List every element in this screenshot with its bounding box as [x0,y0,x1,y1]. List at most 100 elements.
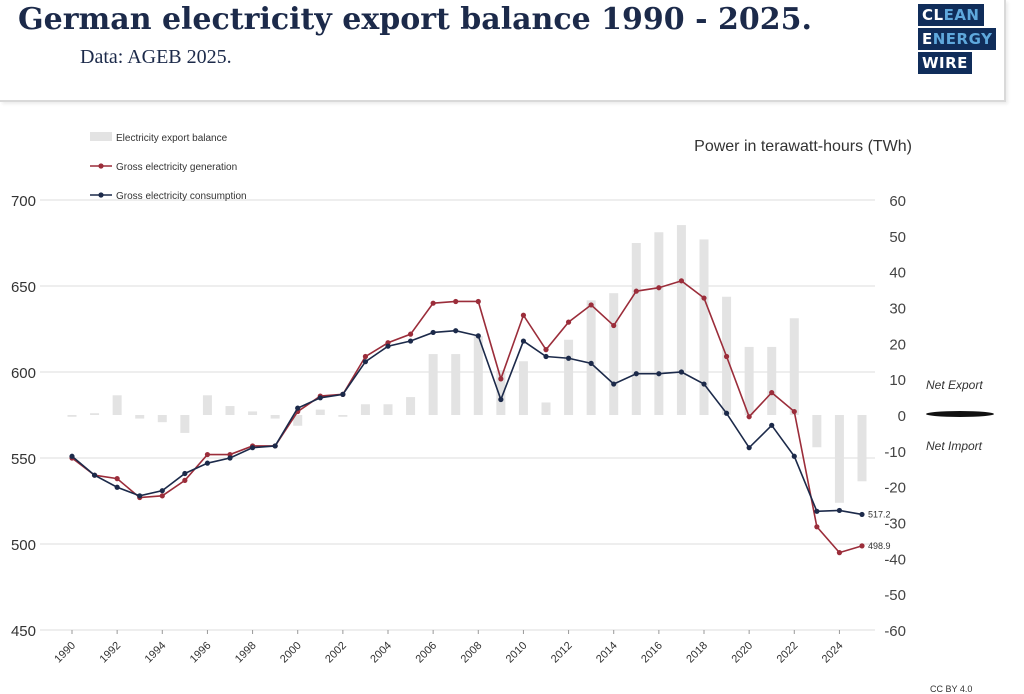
legend-swatch-export-balance [90,132,112,141]
consumption-point [340,391,346,397]
consumption-point [678,369,685,375]
export-balance-bar [338,415,348,417]
consumption-point [453,328,459,334]
generation-point [836,550,843,556]
right-axis-tick-label: 10 [889,372,906,389]
consumption-point [498,396,504,403]
left-axis-tick-label: 500 [11,537,36,554]
export-balance-bar [360,404,370,415]
export-balance-bar [112,395,122,415]
x-axis-tick-label: 2018 [684,640,710,666]
consumption-point [814,508,820,514]
left-axis-tick-label: 650 [11,279,36,296]
x-axis-tick-label: 2012 [549,640,575,666]
x-axis-tick-label: 1990 [52,640,78,666]
export-balance-bar [451,354,461,415]
consumption-point [430,329,436,336]
export-balance-bar [270,415,280,419]
legend-label-consumption: Gross electricity consumption [116,191,247,202]
export-balance-bar [67,415,77,417]
consumption-point [746,445,752,451]
x-axis-tick-label: 2008 [459,640,485,666]
right-axis-tick-label: 40 [889,265,906,282]
x-axis-tick-label: 2000 [278,640,304,666]
generation-point [475,298,481,305]
clean-energy-wire-logo: CLEAN ENERGY WIRE [918,4,997,76]
export-balance-bar [564,339,574,415]
logo-line-wire: WIRE [918,52,972,74]
consumption-point [114,484,120,490]
export-balance-bar [676,225,686,415]
generation-point [859,543,865,549]
export-balance-bar [767,346,777,415]
consumption-point [362,359,369,365]
export-balance-bar [383,404,393,415]
generation-line [71,279,863,554]
x-axis-tick-label: 2024 [820,640,846,666]
export-balance-bar [609,293,619,415]
consumption-point [520,338,527,344]
generation-point [746,414,752,420]
export-balance-bar [654,232,664,415]
unit-label: Power in terawatt-hours (TWh) [694,138,912,155]
x-axis-tick-label: 1992 [97,640,123,666]
export-balance-bar [586,300,596,415]
net-import-label: Net Import [926,439,983,453]
x-axis-tick-label: 2022 [775,640,801,666]
export-balance-bar [157,415,167,423]
right-axis-tick-label: 0 [898,408,906,425]
left-axis-tick-label: 550 [11,451,36,468]
consumption-point [588,360,594,366]
generation-point [182,477,188,483]
logo-line-energy: ENERGY [918,28,997,50]
x-axis-tick-label: 1996 [188,640,214,666]
consumption-point [859,511,865,518]
export-balance-bar [180,415,190,433]
export-balance-bar [293,415,303,426]
generation-point [769,390,775,396]
generation-point [430,300,436,306]
right-axis-tick-label: -20 [884,480,906,497]
consumption-point [159,488,165,494]
export-balance-bar [473,336,483,415]
generation-end-label: 498.9 [868,541,891,551]
consumption-point [407,338,414,344]
copyright-note: CC BY 4.0 [930,684,973,694]
export-balance-bar [518,361,528,415]
generation-point [588,302,594,308]
chart-title: German electricity export balance 1990 -… [18,2,812,37]
right-axis-tick-label: -40 [884,551,906,568]
generation-point [204,451,211,458]
consumption-point [543,353,549,360]
export-balance-bar [406,397,416,415]
generation-point [791,408,797,415]
export-balance-bar [90,413,100,415]
generation-point [701,295,707,301]
export-balance-bar [315,409,325,415]
consumption-point [69,453,75,459]
export-balance-bar [812,415,822,448]
generation-point [723,353,730,360]
right-axis-tick-label: 30 [889,301,906,318]
consumption-point [791,453,797,459]
consumption-point [317,395,323,401]
export-balance-bar [428,354,438,415]
right-axis-tick-label: -10 [884,444,906,461]
consumption-point [204,460,211,466]
export-balance-bar [857,415,867,482]
consumption-point [633,371,639,377]
net-export-label: Net Export [926,378,983,392]
generation-point [520,312,527,318]
x-axis-tick-label: 2006 [413,640,439,666]
x-axis-tick-label: 2020 [729,640,755,666]
right-axis-tick-label: 20 [889,336,906,353]
generation-point [453,298,459,305]
header-panel [0,0,1006,102]
export-balance-bar [225,406,235,415]
x-axis-tick-label: 1998 [233,640,259,666]
consumption-point [272,443,278,449]
zero-marker-icon [926,411,994,417]
legend-marker-consumption [98,192,104,198]
legend-label-export-balance: Electricity export balance [116,133,228,144]
consumption-point [249,445,256,451]
